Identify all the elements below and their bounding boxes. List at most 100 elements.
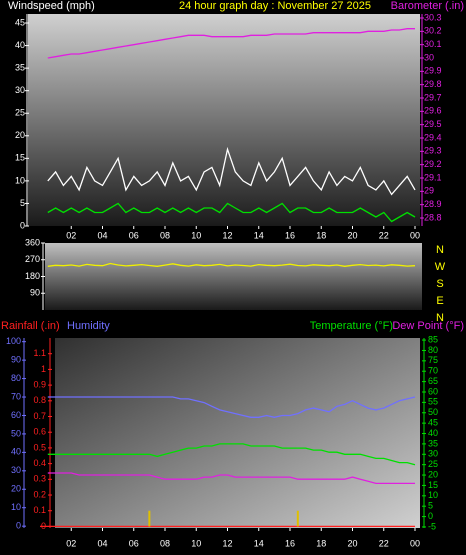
x-tick-label: 22 bbox=[379, 538, 389, 548]
bar bbox=[148, 510, 151, 527]
compass-label: N bbox=[436, 312, 444, 324]
y-tick-label: 270 bbox=[25, 254, 40, 264]
y2-tick-label: 1.1 bbox=[33, 348, 46, 358]
y-tick-label: 70 bbox=[11, 391, 21, 401]
y-tick-label: 0 bbox=[20, 220, 25, 230]
x-tick-label: 10 bbox=[191, 230, 201, 240]
y3-label: Temperature (°F) bbox=[310, 320, 393, 332]
y-tick-label: 10 bbox=[15, 175, 25, 185]
y2-tick-label: 29.1 bbox=[424, 172, 442, 182]
x-tick-label: 02 bbox=[66, 230, 76, 240]
y2-label: Rainfall (.in) bbox=[1, 320, 60, 332]
y2-tick-label: 0.2 bbox=[33, 489, 46, 499]
y-label: Humidity bbox=[67, 320, 110, 332]
x-tick-label: 16 bbox=[285, 538, 295, 548]
y-tick-label: 60 bbox=[11, 410, 21, 420]
x-tick-label: 12 bbox=[222, 538, 232, 548]
y2-tick-label: 0.9 bbox=[33, 379, 46, 389]
y2-tick-label: 0.4 bbox=[33, 458, 46, 468]
y-tick-label: 35 bbox=[15, 63, 25, 73]
x-tick-label: 04 bbox=[97, 538, 107, 548]
y3-tick-label: 45 bbox=[428, 418, 438, 428]
y3-tick-label: 70 bbox=[428, 366, 438, 376]
y2-tick-label: 30.3 bbox=[424, 12, 442, 22]
x-tick-label: 02 bbox=[66, 538, 76, 548]
plot-bg bbox=[28, 14, 420, 226]
y2-tick-label: 0.6 bbox=[33, 427, 46, 437]
x-tick-label: 16 bbox=[285, 230, 295, 240]
compass-label: E bbox=[436, 295, 443, 307]
y2-tick-label: 0.5 bbox=[33, 442, 46, 452]
y-tick-label: 10 bbox=[11, 502, 21, 512]
y2-tick-label: 30 bbox=[424, 52, 434, 62]
x-tick-label: 04 bbox=[97, 230, 107, 240]
series-line bbox=[47, 443, 416, 466]
compass-label: S bbox=[436, 278, 443, 290]
series-line bbox=[47, 202, 416, 223]
y-tick-label: 20 bbox=[11, 484, 21, 494]
x-tick-label: 18 bbox=[316, 230, 326, 240]
y2-tick-label: 0.1 bbox=[33, 505, 46, 515]
y2-tick-label: 0.3 bbox=[33, 474, 46, 484]
y-tick-label: 30 bbox=[15, 85, 25, 95]
y-tick-label: 30 bbox=[11, 465, 21, 475]
y-tick-label: 90 bbox=[11, 355, 21, 365]
y-tick-label: 360 bbox=[25, 237, 40, 247]
y2-tick-label: 29.6 bbox=[424, 106, 442, 116]
y-tick-label: 100 bbox=[6, 336, 21, 346]
y-tick-label: 180 bbox=[25, 271, 40, 281]
series-line bbox=[47, 472, 415, 485]
y-tick-label: 45 bbox=[15, 17, 25, 27]
plot-bg bbox=[55, 338, 420, 528]
y3-tick-label: 25 bbox=[428, 459, 438, 469]
y3-tick-label: 85 bbox=[428, 334, 438, 344]
y-tick-label: 25 bbox=[15, 108, 25, 118]
x-tick-label: 10 bbox=[191, 538, 201, 548]
x-tick-label: 00 bbox=[410, 538, 420, 548]
y3-tick-label: 0 bbox=[428, 511, 433, 521]
x-tick-label: 18 bbox=[316, 538, 326, 548]
x-tick-label: 06 bbox=[129, 230, 139, 240]
y3-tick-label: 30 bbox=[428, 449, 438, 459]
x-tick-label: 06 bbox=[129, 538, 139, 548]
y3-tick-label: 20 bbox=[428, 469, 438, 479]
y3-tick-label: 50 bbox=[428, 407, 438, 417]
y2-tick-label: 29.4 bbox=[424, 132, 442, 142]
compass-label: N bbox=[436, 244, 444, 256]
x-tick-label: 20 bbox=[347, 230, 357, 240]
y2-tick-label: 0.7 bbox=[33, 411, 46, 421]
chart-title: 24 hour graph day : November 27 2025 bbox=[179, 0, 371, 12]
plot-bg bbox=[45, 243, 422, 310]
y2-tick-label: 29.2 bbox=[424, 159, 442, 169]
y2-tick-label: 30.2 bbox=[424, 26, 442, 36]
series-line bbox=[47, 262, 416, 267]
y3-tick-label: 40 bbox=[428, 428, 438, 438]
series-line bbox=[47, 396, 416, 418]
y-label: Windspeed (mph) bbox=[8, 0, 95, 12]
y3-tick-label: 60 bbox=[428, 386, 438, 396]
y3-tick-label: 5 bbox=[428, 501, 433, 511]
y3-tick-label: -5 bbox=[428, 521, 436, 531]
y2-tick-label: 28.8 bbox=[424, 212, 442, 222]
y-tick-label: 40 bbox=[15, 40, 25, 50]
y-tick-label: 90 bbox=[30, 288, 40, 298]
y2-tick-label: 29.5 bbox=[424, 119, 442, 129]
y2-tick-label: 29 bbox=[424, 186, 434, 196]
y2-label: Barometer (.in) bbox=[391, 0, 464, 12]
y2-tick-label: 28.9 bbox=[424, 199, 442, 209]
x-tick-label: 08 bbox=[160, 538, 170, 548]
y2-tick-label: 0.8 bbox=[33, 395, 46, 405]
x-tick-label: 14 bbox=[254, 230, 264, 240]
y2-tick-label: 29.7 bbox=[424, 92, 442, 102]
y-tick-label: 40 bbox=[11, 447, 21, 457]
y-tick-label: 5 bbox=[20, 198, 25, 208]
y3-tick-label: 55 bbox=[428, 397, 438, 407]
x-tick-label: 12 bbox=[222, 230, 232, 240]
y-tick-label: 50 bbox=[11, 428, 21, 438]
bar bbox=[296, 510, 299, 527]
x-tick-label: 20 bbox=[347, 538, 357, 548]
y4-label: Dew Point (°F) bbox=[392, 320, 464, 332]
y-tick-label: 80 bbox=[11, 373, 21, 383]
y3-tick-label: 65 bbox=[428, 376, 438, 386]
